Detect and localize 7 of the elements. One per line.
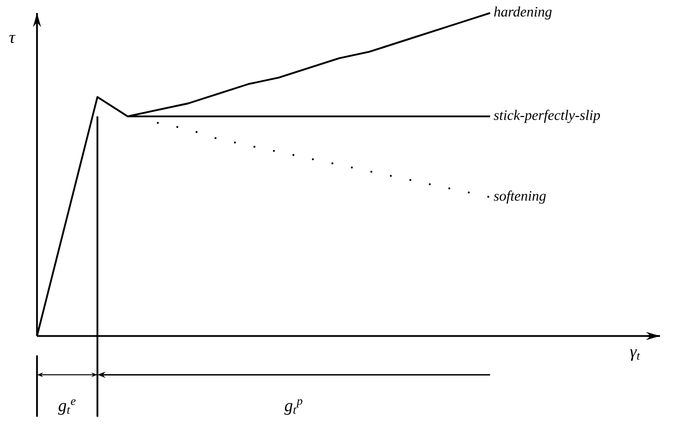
series-label: softening: [494, 190, 546, 204]
text: g$_{t}$p: [284, 399, 302, 415]
y-axis-title: τ: [9, 34, 16, 44]
series-label: stick-perfectly-slip: [494, 110, 600, 123]
series-label: hardening: [494, 6, 552, 20]
text: γ$_{t}$: [630, 349, 640, 361]
text: g$_{t}$e: [58, 399, 76, 415]
